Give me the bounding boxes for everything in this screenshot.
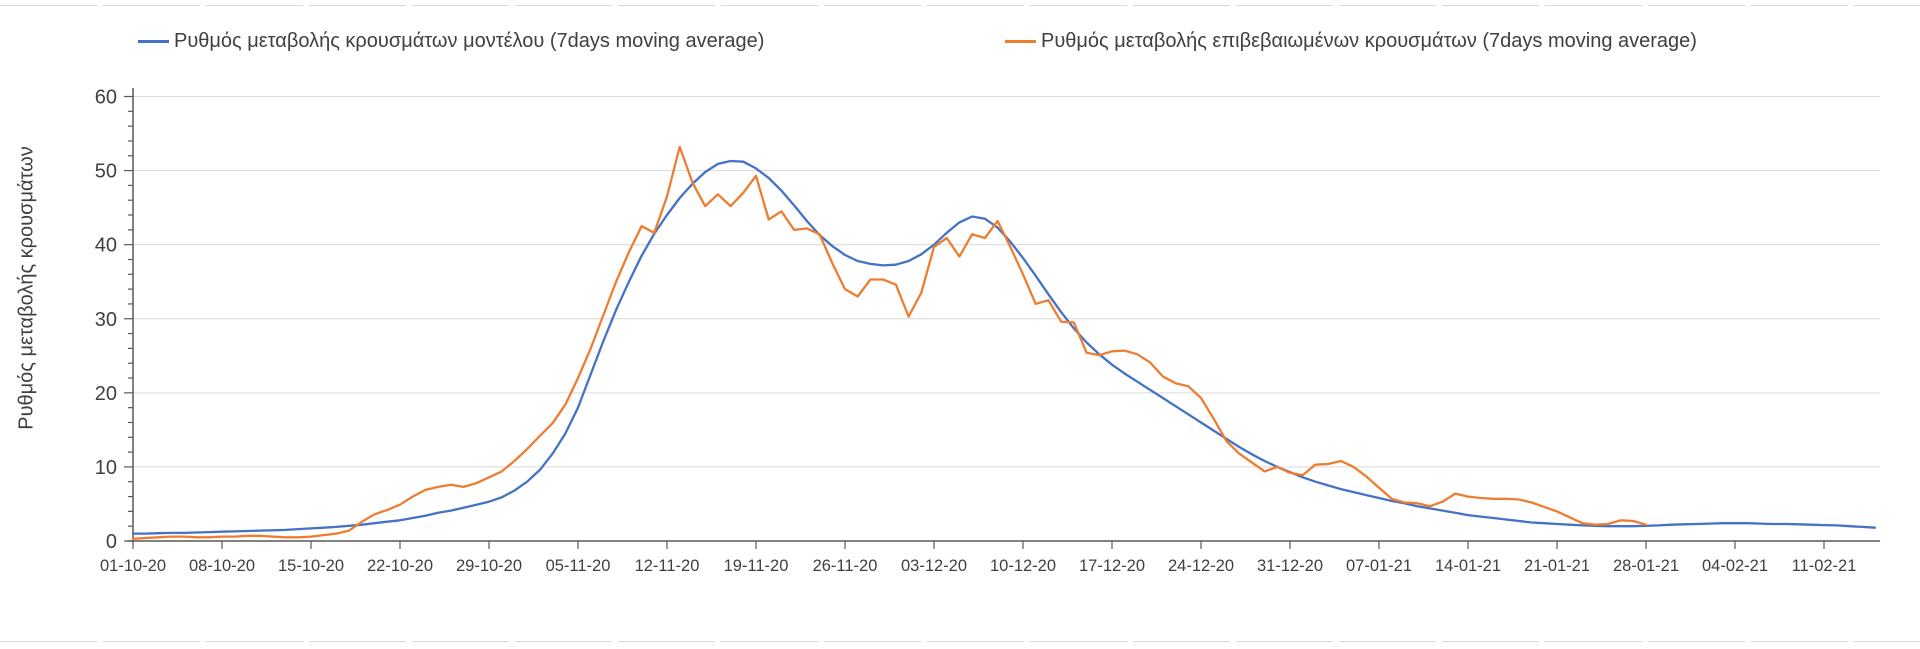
svg-text:28-01-21: 28-01-21: [1613, 557, 1679, 575]
legend-item-confirmed: Ρυθμός μεταβολής επιβεβαιωμένων κρουσμάτ…: [1005, 26, 1697, 56]
svg-text:26-11-20: 26-11-20: [813, 557, 878, 575]
legend-line-confirmed-icon: [1005, 39, 1036, 43]
spreadsheet-gridline-bottom: [0, 641, 1920, 642]
svg-text:04-02-21: 04-02-21: [1702, 557, 1768, 575]
spreadsheet-gridline-top: [0, 5, 1920, 6]
svg-text:60: 60: [95, 87, 117, 109]
legend-line-model-icon: [138, 39, 169, 43]
legend-label-model: Ρυθμός μεταβολής κρουσμάτων μοντέλου (7d…: [174, 29, 765, 52]
svg-text:14-01-21: 14-01-21: [1435, 557, 1501, 575]
svg-text:15-10-20: 15-10-20: [278, 557, 344, 575]
svg-text:11-02-21: 11-02-21: [1792, 557, 1857, 575]
svg-text:50: 50: [95, 161, 117, 183]
svg-text:30: 30: [95, 309, 117, 331]
svg-text:17-12-20: 17-12-20: [1079, 557, 1145, 575]
svg-text:19-11-20: 19-11-20: [724, 557, 789, 575]
svg-text:03-12-20: 03-12-20: [901, 557, 967, 575]
legend-label-confirmed: Ρυθμός μεταβολής επιβεβαιωμένων κρουσμάτ…: [1041, 29, 1697, 52]
svg-text:05-11-20: 05-11-20: [546, 557, 611, 575]
svg-text:10: 10: [95, 457, 117, 479]
svg-text:10-12-20: 10-12-20: [990, 557, 1056, 575]
svg-text:24-12-20: 24-12-20: [1168, 557, 1234, 575]
svg-text:07-01-21: 07-01-21: [1346, 557, 1412, 575]
svg-text:31-12-20: 31-12-20: [1257, 557, 1323, 575]
svg-text:0: 0: [106, 531, 117, 553]
svg-text:20: 20: [95, 383, 117, 405]
svg-text:01-10-20: 01-10-20: [100, 557, 166, 575]
svg-text:21-01-21: 21-01-21: [1524, 557, 1590, 575]
svg-text:40: 40: [95, 235, 117, 257]
chart-legend: Ρυθμός μεταβολής κρουσμάτων μοντέλου (7d…: [0, 26, 1920, 56]
legend-item-model: Ρυθμός μεταβολής κρουσμάτων μοντέλου (7d…: [138, 26, 764, 56]
svg-text:12-11-20: 12-11-20: [635, 557, 700, 575]
svg-text:29-10-20: 29-10-20: [456, 557, 522, 575]
svg-text:22-10-20: 22-10-20: [367, 557, 433, 575]
svg-text:08-10-20: 08-10-20: [189, 557, 255, 575]
